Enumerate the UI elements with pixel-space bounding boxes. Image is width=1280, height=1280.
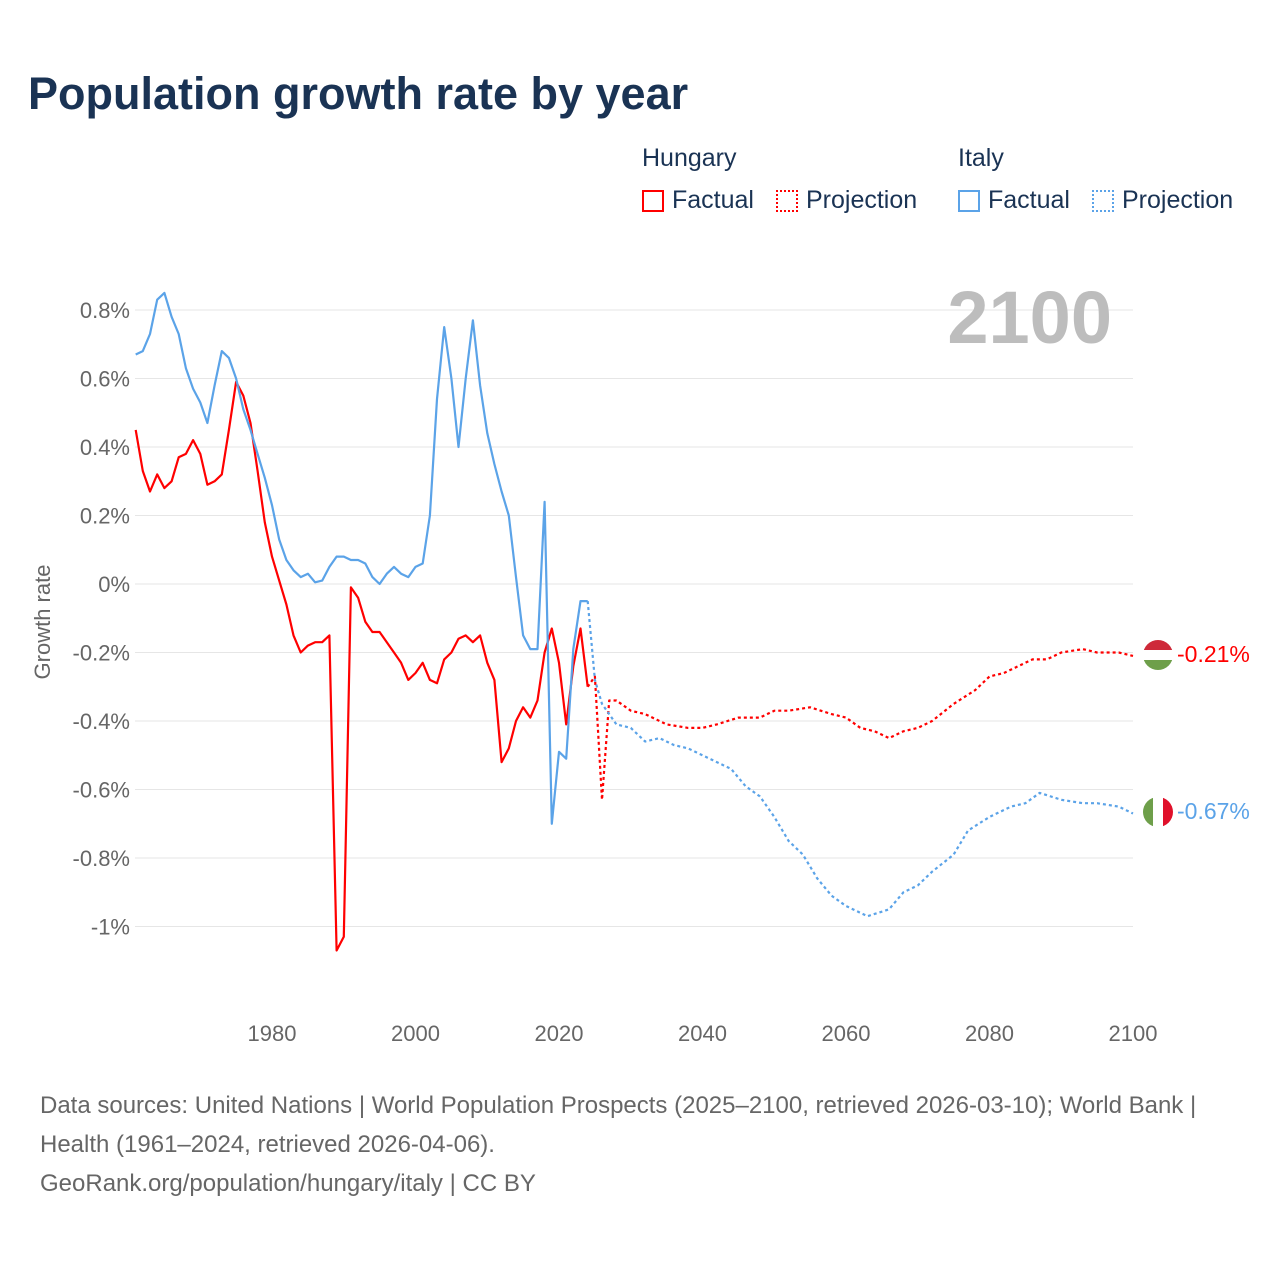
legend-swatch-solid [958, 189, 980, 212]
italy-flag-icon [1143, 797, 1173, 827]
hungary-flag-icon [1143, 640, 1173, 670]
y-tick-label: -0.8% [73, 846, 130, 871]
legend-label: Factual [672, 186, 754, 214]
x-tick-label: 2020 [535, 1021, 584, 1046]
y-tick-label: -0.6% [73, 778, 130, 803]
legend-hungary-projection[interactable]: Projection [776, 186, 917, 215]
y-tick-label: -0.2% [73, 641, 130, 666]
series-line-hungary-projection [586, 647, 1134, 801]
y-tick-label: 0.2% [80, 504, 130, 529]
y-tick-label: 0.4% [80, 435, 130, 460]
footer-sources: Data sources: United Nations | World Pop… [40, 1092, 1197, 1158]
y-tick-label: -0.4% [73, 709, 130, 734]
legend-label: Projection [806, 186, 918, 214]
italy-end-label: -0.67% [1177, 798, 1250, 824]
x-tick-label: 2060 [822, 1021, 871, 1046]
series-line-italy-projection [586, 600, 1134, 918]
hungary-end-label: -0.21% [1177, 641, 1250, 667]
legend-swatch-dotted [776, 189, 798, 212]
series-line-italy-factual [135, 291, 588, 825]
y-tick-label: -1% [91, 915, 130, 940]
legend-italy-factual[interactable]: Factual [958, 186, 1070, 215]
legend-swatch-dotted [1092, 189, 1114, 212]
legend-group-hungary: Hungary [642, 144, 737, 172]
y-tick-label: 0.6% [80, 367, 130, 392]
legend-italy-projection[interactable]: Projection [1092, 186, 1233, 215]
y-tick-label: 0% [98, 572, 130, 597]
y-axis-label: Growth rate [30, 565, 55, 680]
legend-group-italy: Italy [958, 144, 1004, 172]
legend-hungary-factual[interactable]: Factual [642, 186, 754, 215]
year-label: 2100 [947, 276, 1112, 359]
footer-link[interactable]: GeoRank.org/population/hungary/italy | C… [40, 1170, 536, 1197]
x-tick-label: 2040 [678, 1021, 727, 1046]
series-line-hungary-factual [134, 380, 589, 952]
y-tick-label: 0.8% [80, 298, 130, 323]
x-tick-label: 2100 [1109, 1021, 1158, 1046]
legend-label: Factual [988, 186, 1070, 214]
x-tick-label: 2000 [391, 1021, 440, 1046]
legend-label: Projection [1122, 186, 1234, 214]
legend-swatch-solid [642, 189, 664, 212]
x-tick-label: 1980 [248, 1021, 297, 1046]
chart-title: Population growth rate by year [28, 68, 689, 119]
x-tick-label: 2080 [965, 1021, 1014, 1046]
